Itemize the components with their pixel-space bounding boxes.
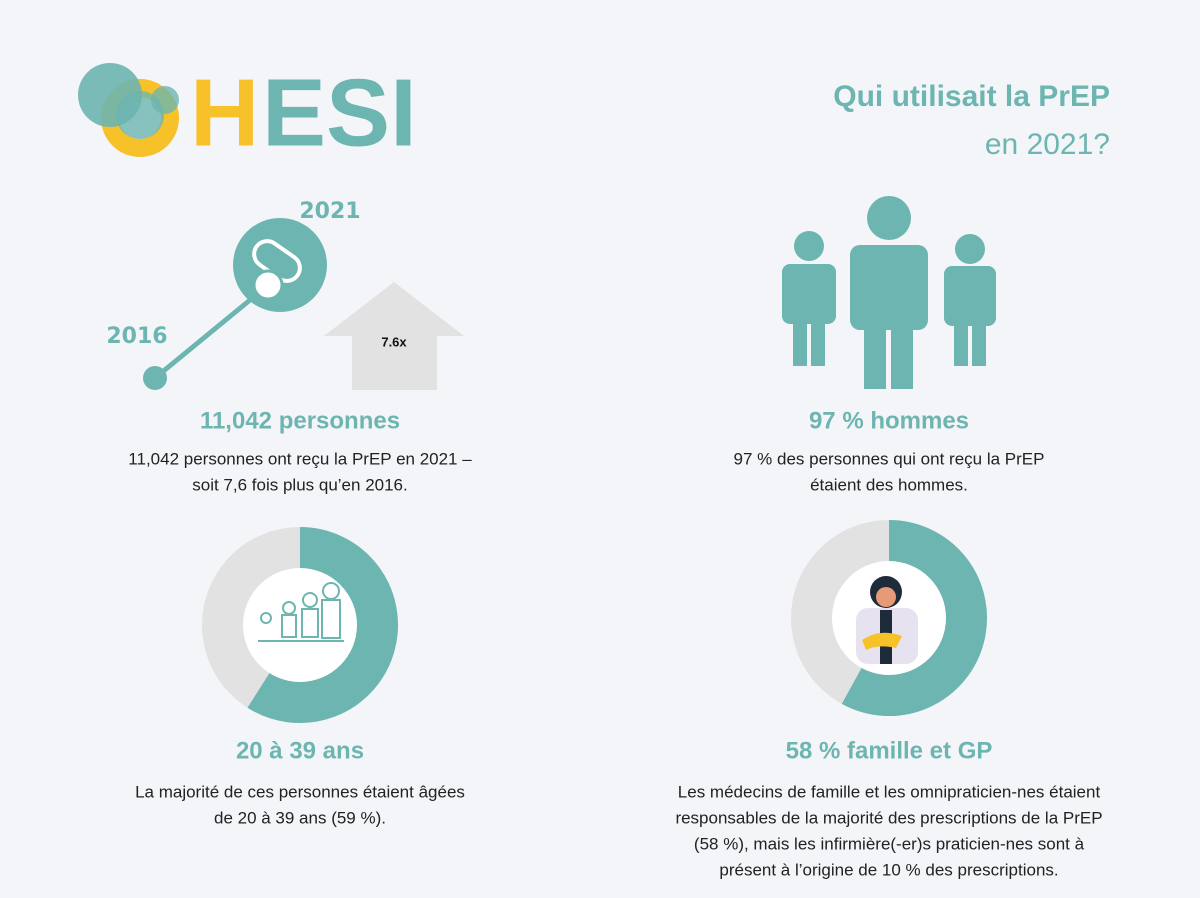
people-icon [782, 196, 996, 389]
pill-icon [233, 218, 327, 312]
logo-text: ESI [262, 59, 417, 166]
ages-icon [258, 582, 344, 642]
title: Qui utilisait la PrEP [833, 80, 1110, 113]
body-text: 11,042 personnes ont reçu la PrEP en 202… [128, 449, 472, 468]
timeline-line [153, 298, 252, 380]
body-text: Les médecins de famille et les omniprati… [678, 782, 1101, 801]
subtitle: en 2021? [985, 128, 1110, 161]
body-text: présent à l’origine de 10 % des prescrip… [719, 860, 1058, 879]
timeline-dot [143, 366, 167, 390]
donut-hole [243, 568, 357, 682]
body-text: responsables de la majorité des prescrip… [675, 808, 1102, 827]
body-text: (58 %), mais les infirmière(-er)s pratic… [694, 834, 1085, 853]
body-text: 97 % des personnes qui ont reçu la PrEP [734, 449, 1045, 468]
body-text: de 20 à 39 ans (59 %). [214, 808, 386, 827]
arrow-shape [324, 282, 464, 390]
body-text: soit 7,6 fois plus qu’en 2016. [192, 475, 407, 494]
pill-tablet [252, 269, 284, 301]
headline: 58 % famille et GP [786, 737, 993, 764]
year-label: 2016 [106, 324, 167, 349]
year-label: 2021 [299, 199, 360, 224]
multiplier: 7.6x [381, 334, 407, 349]
headline: 11,042 personnes [200, 407, 400, 434]
logo: H ESI [78, 59, 417, 166]
body-text: La majorité de ces personnes étaient âgé… [135, 782, 465, 801]
headline: 20 à 39 ans [236, 737, 364, 764]
logo-letter: H [190, 59, 259, 166]
headline: 97 % hommes [809, 407, 969, 434]
logo-circle [151, 86, 179, 114]
donut-arc [841, 520, 987, 716]
body-text: étaient des hommes. [810, 475, 968, 494]
doctor-icon [856, 576, 918, 664]
donut-arc [247, 527, 398, 723]
